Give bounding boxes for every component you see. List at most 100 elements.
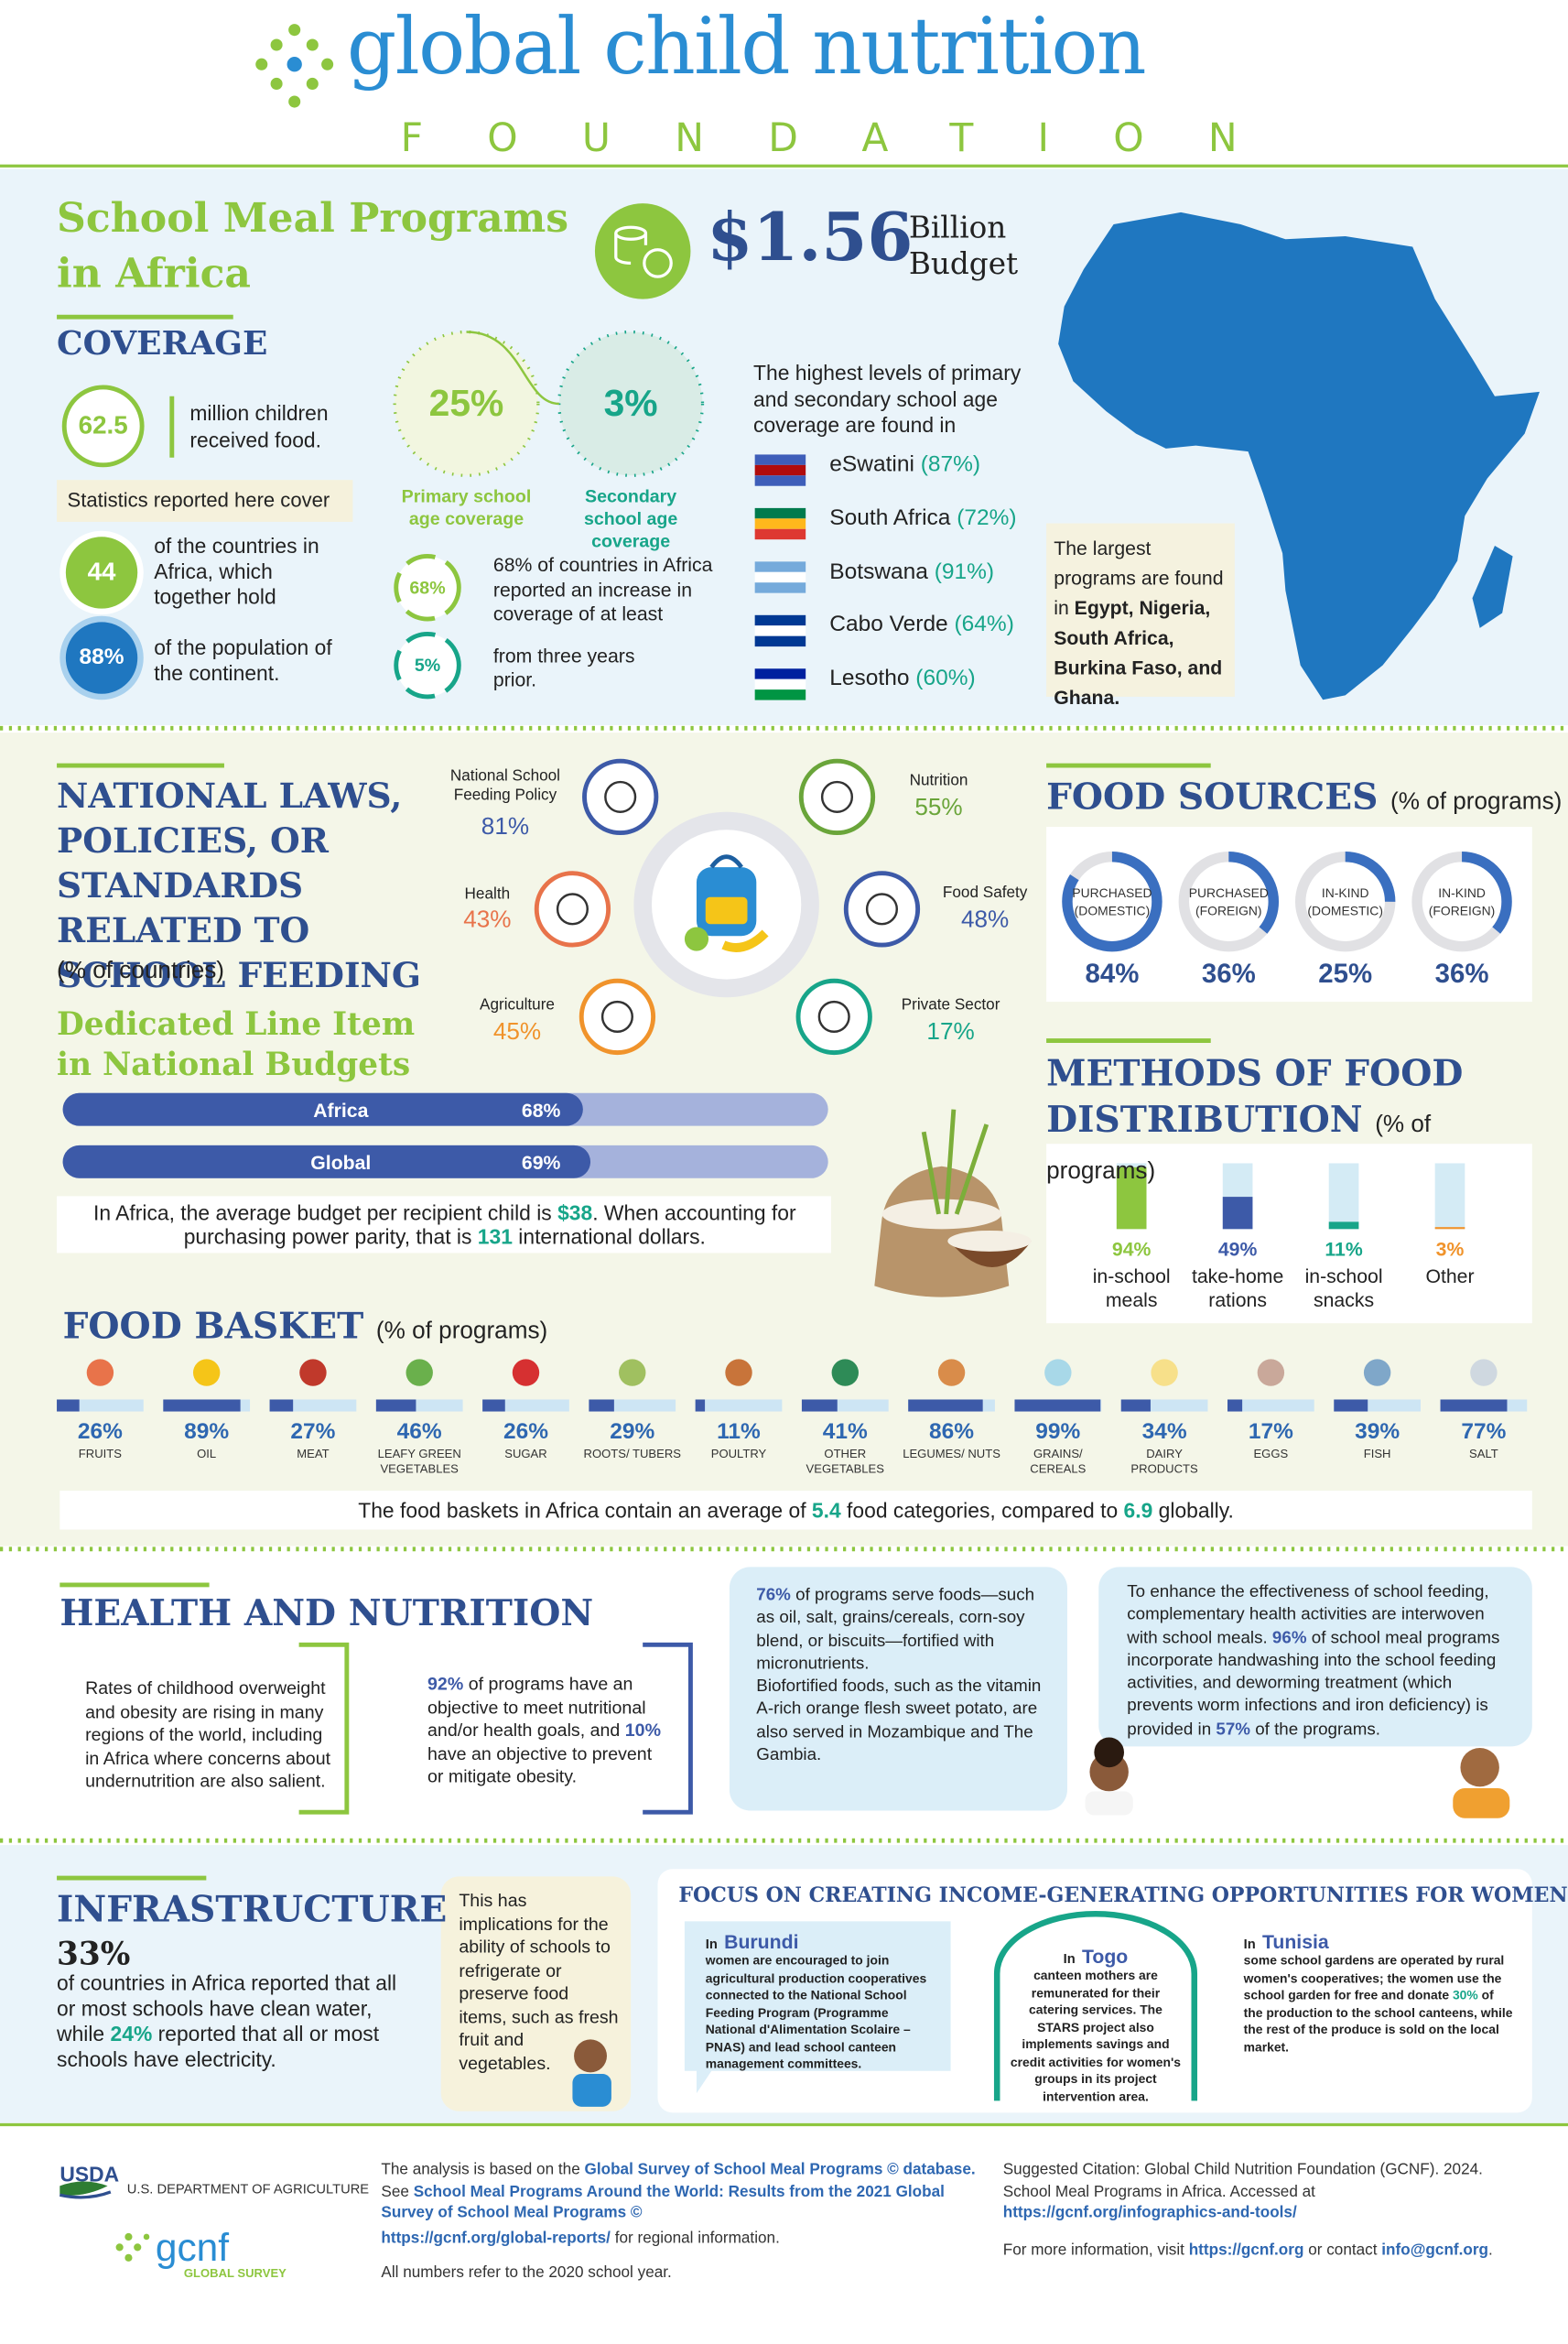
bar-label: 11% bbox=[1325, 1238, 1363, 1261]
madagascar bbox=[1472, 546, 1513, 628]
policy-name: Health bbox=[464, 884, 511, 904]
stat-value: 44 bbox=[87, 558, 116, 587]
bar-name: ROOTS/ TUBERS bbox=[583, 1447, 681, 1461]
emphasis: https://gcnf.org bbox=[1188, 2241, 1304, 2260]
text-run: international dollars. bbox=[512, 1224, 706, 1249]
coin-icon bbox=[614, 225, 673, 278]
text-run: have an objective to prevent or mitigate… bbox=[427, 1742, 653, 1787]
panel-heading: FOCUS ON CREATING INCOME-GENERATING OPPO… bbox=[678, 1883, 1568, 1908]
bar-name: DAIRY PRODUCTS bbox=[1130, 1447, 1198, 1476]
note-box bbox=[59, 1491, 1532, 1530]
bar bbox=[908, 1399, 983, 1412]
text-run: food categories, compared to bbox=[840, 1498, 1124, 1523]
food-icon bbox=[1151, 1359, 1178, 1386]
stat-text: 68% of countries in Africa reported an i… bbox=[492, 553, 713, 625]
policy-icon bbox=[817, 1000, 850, 1033]
policy-icon bbox=[579, 978, 656, 1056]
stat-circle bbox=[557, 330, 705, 477]
emphasis: $38 bbox=[557, 1200, 593, 1225]
text-box-text: To enhance the effectiveness of school f… bbox=[1127, 1582, 1519, 1742]
basket-note: The food baskets in Africa contain an av… bbox=[59, 1498, 1531, 1522]
text-box-text: 92% of programs have an objective to mee… bbox=[427, 1673, 666, 1789]
bar bbox=[62, 1092, 584, 1126]
emphasis: 96% bbox=[1271, 1629, 1307, 1647]
emphasis: info@gcnf.org bbox=[1381, 2241, 1489, 2260]
food-icon bbox=[406, 1359, 433, 1386]
flag bbox=[754, 678, 806, 690]
bar bbox=[375, 1399, 416, 1412]
section-heading: FOOD BASKET (% of programs) bbox=[63, 1302, 548, 1349]
text-box-text: Rates of childhood overweight and obesit… bbox=[85, 1677, 331, 1792]
subheading: Dedicated Line Item in National Budgets bbox=[57, 1004, 416, 1083]
rice-illustration bbox=[874, 1109, 1032, 1297]
bar-label: 26% bbox=[503, 1418, 549, 1445]
donut-label: 84% bbox=[1085, 958, 1140, 989]
text-run: of the production to the school canteens… bbox=[1243, 1987, 1513, 2054]
stat-circle bbox=[61, 385, 145, 468]
case-prefix: In bbox=[1063, 1951, 1076, 1967]
text-run: Suggested Citation: Global Child Nutriti… bbox=[1002, 2160, 1483, 2200]
stat-value: 25% bbox=[428, 383, 504, 425]
bar-label: 11% bbox=[717, 1418, 761, 1445]
country-name: Botswana bbox=[829, 559, 928, 584]
text-run: of programs have an objective to meet nu… bbox=[427, 1673, 646, 1741]
emphasis: School Meal Programs Around the World: R… bbox=[381, 2182, 945, 2222]
policy-share: 45% bbox=[492, 1019, 542, 1046]
bar bbox=[801, 1399, 838, 1412]
stat-value: 33% bbox=[57, 1935, 131, 1972]
child-illustration bbox=[1453, 1747, 1510, 1818]
bar-label: 49% bbox=[1217, 1238, 1258, 1261]
heading-text: FOOD BASKET bbox=[62, 1303, 364, 1348]
policy-icon bbox=[600, 1000, 633, 1033]
bar-track bbox=[1227, 1399, 1314, 1412]
budget-unit: Billion Budget bbox=[908, 209, 1019, 282]
bar-name: Africa bbox=[313, 1099, 369, 1122]
policy-share: 48% bbox=[960, 907, 1010, 933]
text-run: The largest programs are found in bbox=[1054, 537, 1224, 620]
flag bbox=[754, 689, 806, 700]
bar-name: FISH bbox=[1363, 1447, 1391, 1461]
emphasis: Egypt, Nigeria, South Africa, Burkina Fa… bbox=[1054, 596, 1223, 710]
case-heading: In Tunisia bbox=[1244, 1929, 1513, 1956]
bar bbox=[57, 1399, 80, 1412]
donut-arc bbox=[1062, 851, 1162, 952]
stat-circle bbox=[394, 554, 461, 622]
text-run: The analysis is based on the bbox=[381, 2160, 585, 2179]
stat-text: of the population of the continent. bbox=[154, 635, 332, 685]
bar-label: 77% bbox=[1461, 1418, 1507, 1445]
policy-share: 55% bbox=[914, 795, 963, 821]
policy-icon bbox=[843, 871, 921, 948]
budget-value: $1.56 bbox=[707, 200, 914, 277]
food-icon bbox=[831, 1359, 859, 1386]
bar-label: 99% bbox=[1035, 1418, 1081, 1445]
food-icon bbox=[1257, 1359, 1285, 1386]
text-run: for regional information. bbox=[610, 2229, 780, 2248]
bar-label: 69% bbox=[521, 1151, 561, 1174]
stat-label: Secondary school age coverage bbox=[583, 485, 678, 552]
child-illustration bbox=[572, 2039, 611, 2107]
bar bbox=[1434, 1227, 1465, 1230]
text-box bbox=[729, 1567, 1067, 1811]
bar-name: OIL bbox=[197, 1447, 217, 1461]
bar bbox=[1116, 1167, 1147, 1230]
bar-label: 68% bbox=[521, 1099, 561, 1122]
case-country: Tunisia bbox=[1261, 1930, 1329, 1953]
case-prefix: In bbox=[1243, 1936, 1256, 1952]
heading-unit: (% of programs) bbox=[1390, 789, 1563, 815]
country-name: South Africa bbox=[829, 505, 951, 531]
flag bbox=[754, 475, 806, 486]
heading-unit: (% of countries) bbox=[57, 958, 225, 984]
text-box-text: 76% of programs serve foods—such as oil,… bbox=[756, 1585, 1052, 1677]
case-country: Burundi bbox=[724, 1930, 799, 1953]
stat-value: 5% bbox=[414, 655, 441, 677]
speech-bubble bbox=[684, 1921, 951, 2094]
stat-circle bbox=[394, 631, 461, 700]
bar-name: EGGS bbox=[1253, 1447, 1289, 1461]
case-heading: In Togo bbox=[1011, 1944, 1181, 1970]
flag bbox=[754, 668, 806, 679]
donut-name: PURCHASED (FOREIGN) bbox=[1188, 884, 1269, 918]
donut-arc bbox=[1411, 851, 1512, 952]
food-icon bbox=[192, 1359, 221, 1386]
text-run: women are encouraged to join agricultura… bbox=[705, 1952, 927, 2071]
